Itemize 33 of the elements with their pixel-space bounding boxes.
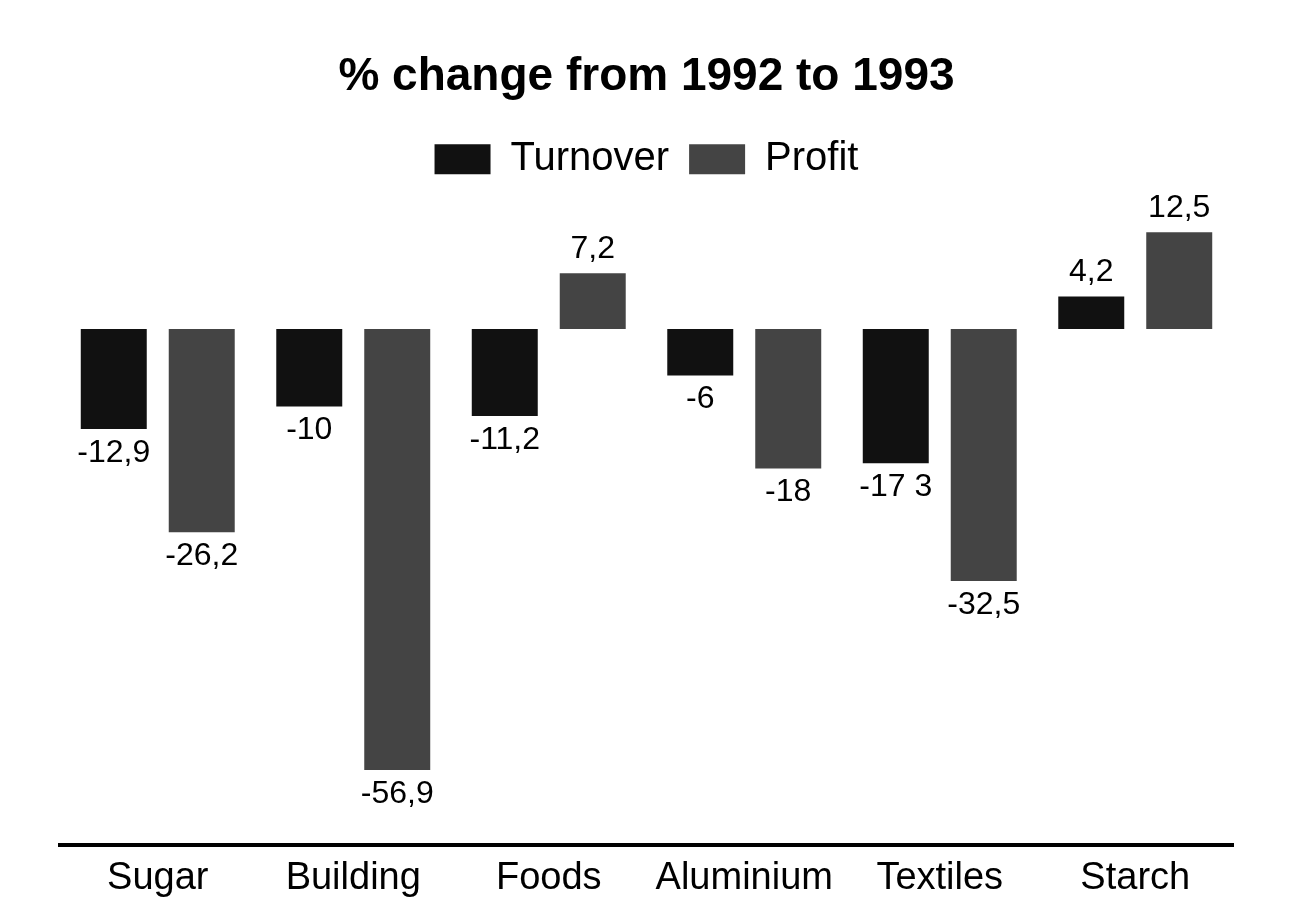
bar <box>1058 296 1125 330</box>
x-tick-label: Aluminium <box>655 854 833 897</box>
bar <box>667 329 734 376</box>
legend-label: Profit <box>765 134 859 179</box>
bar <box>168 329 235 533</box>
data-label: 7,2 <box>570 229 615 266</box>
bar <box>559 273 626 330</box>
bar <box>1146 232 1213 330</box>
bar <box>950 329 1017 581</box>
data-label: -12,9 <box>77 432 151 469</box>
data-label: 12,5 <box>1148 188 1211 225</box>
x-tick-label: Sugar <box>107 854 209 897</box>
legend-label: Turnover <box>510 134 670 179</box>
data-label: -26,2 <box>165 535 239 572</box>
data-label: -11,2 <box>469 419 541 456</box>
data-label: -56,9 <box>360 773 434 810</box>
data-label: -18 <box>765 472 812 509</box>
x-tick-label: Foods <box>495 854 602 897</box>
bar <box>471 329 538 416</box>
data-label: -10 <box>286 410 333 447</box>
data-label: -32,5 <box>947 584 1021 621</box>
data-label: -6 <box>686 379 715 416</box>
bar <box>862 329 929 464</box>
x-tick-label: Building <box>285 854 421 897</box>
chart-title: % change from 1992 to 1993 <box>338 48 955 101</box>
x-tick-label: Starch <box>1080 854 1191 897</box>
bar <box>80 329 147 430</box>
bar <box>755 329 822 469</box>
bar <box>364 329 431 771</box>
data-label: -17 3 <box>859 467 933 504</box>
x-tick-label: Textiles <box>876 854 1004 897</box>
bar <box>276 329 343 407</box>
data-label: 4,2 <box>1069 252 1114 289</box>
